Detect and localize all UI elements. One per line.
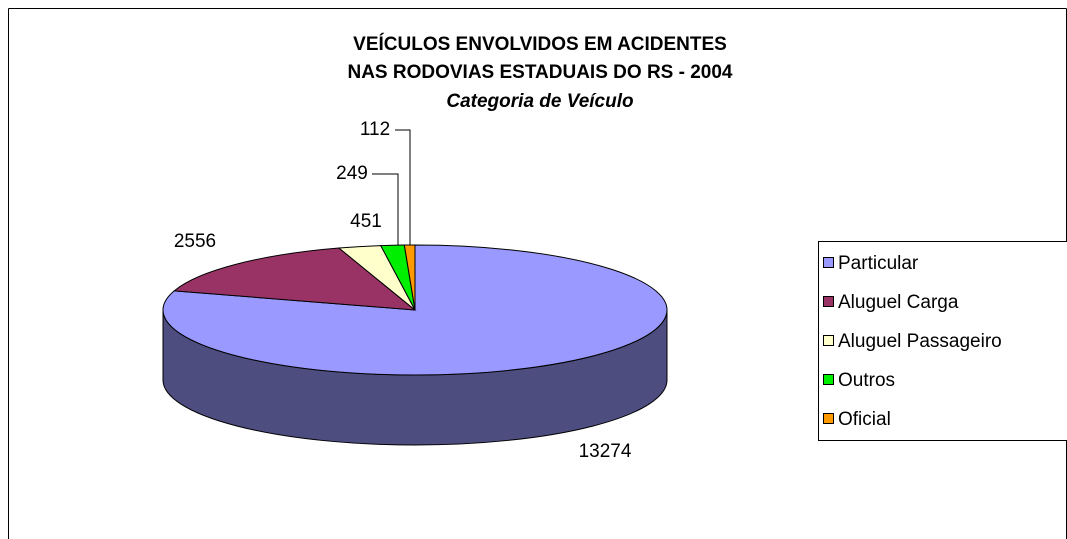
legend-label: Aluguel Passageiro [838, 331, 1002, 352]
chart-title: NAS RODOVIAS ESTADUAIS DO RS - 2004 [347, 62, 732, 83]
leader-line [372, 173, 399, 245]
legend-label: Oficial [838, 409, 891, 430]
data-label: 112 [360, 119, 390, 140]
legend-swatch [823, 335, 834, 346]
legend-label: Outros [838, 370, 895, 391]
legend-swatch [823, 374, 834, 385]
legend-label: Particular [838, 253, 919, 274]
data-label: 249 [336, 163, 368, 184]
data-label: 13274 [579, 441, 632, 462]
chart-subtitle: Categoria de Veículo [446, 91, 633, 112]
legend-label: Aluguel Carga [838, 292, 959, 313]
data-label: 2556 [174, 231, 216, 252]
pie-slice [172, 247, 417, 311]
leader-line [395, 129, 411, 245]
data-label: 451 [350, 211, 382, 232]
pie-slice [403, 244, 416, 311]
chart-title: VEÍCULOS ENVOLVIDOS EM ACIDENTES [353, 33, 727, 55]
legend-box [818, 241, 1067, 441]
legend-swatch [823, 413, 834, 424]
legend-swatch [823, 257, 834, 268]
legend-swatch [823, 296, 834, 307]
